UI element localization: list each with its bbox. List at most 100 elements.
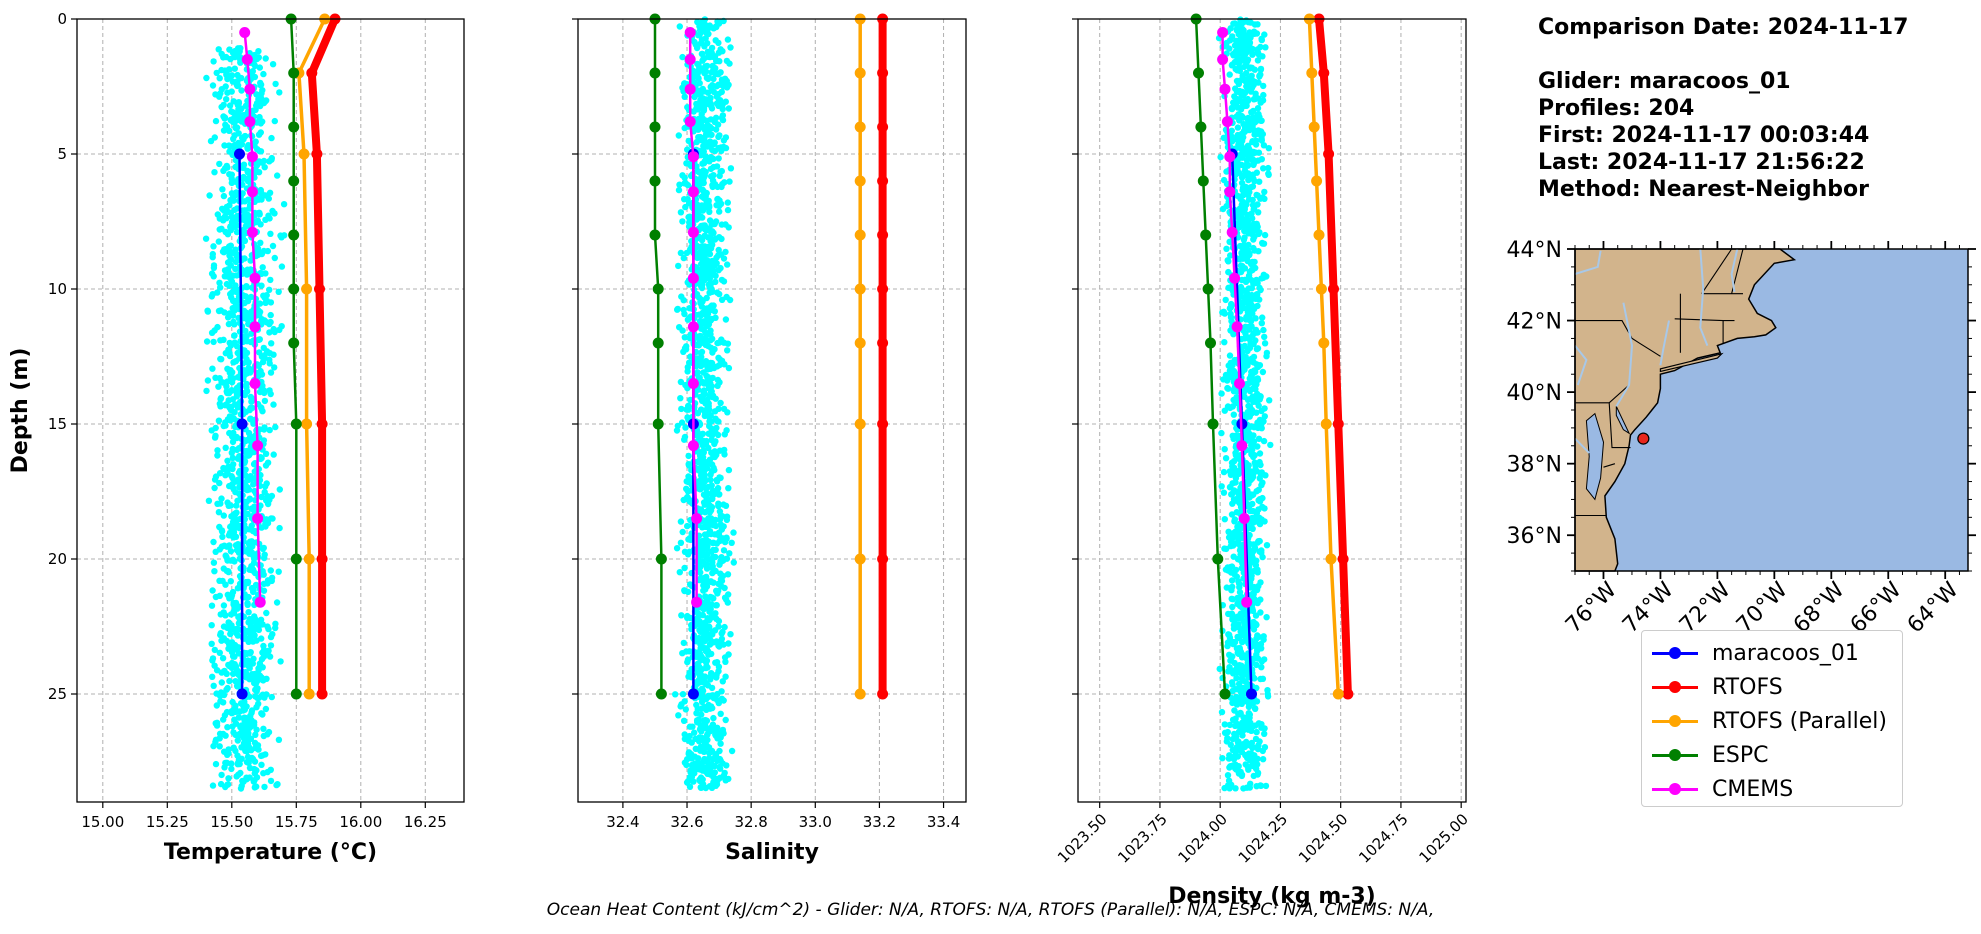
scatter-point — [710, 714, 717, 722]
scatter-point — [1251, 383, 1259, 390]
scatter-point — [223, 383, 230, 390]
scatter-point — [225, 645, 232, 652]
scatter-point — [262, 516, 269, 524]
series-point-rtofs_parallel — [1308, 121, 1320, 133]
scatter-point — [699, 430, 706, 437]
scatter-point — [1238, 20, 1246, 27]
scatter-point — [718, 235, 725, 243]
axes-frame — [76, 18, 465, 803]
scatter-point — [1253, 621, 1260, 629]
scatter-point — [712, 522, 720, 530]
scatter-point — [680, 639, 687, 647]
scatter-point — [1231, 571, 1238, 578]
series-point-rtofs — [877, 418, 889, 430]
scatter-point — [705, 321, 713, 328]
scatter-point — [707, 344, 715, 351]
scatter-point — [226, 429, 233, 437]
scatter-point — [267, 777, 275, 785]
scatter-point — [244, 657, 252, 664]
scatter-point — [253, 726, 260, 733]
scatter-point — [1218, 390, 1225, 397]
scatter-point — [1238, 252, 1246, 260]
scatter-point — [713, 727, 720, 734]
scatter-point — [719, 726, 727, 734]
scatter-point — [704, 376, 711, 383]
series-line-rtofs_parallel — [1307, 18, 1341, 695]
scatter-point — [209, 657, 216, 664]
scatter-point — [705, 275, 713, 282]
scatter-point — [222, 612, 229, 619]
scatter-point — [1239, 348, 1246, 355]
scatter-point — [254, 742, 262, 749]
scatter-point — [724, 409, 731, 416]
series-point-espc — [288, 229, 300, 241]
scatter-point — [217, 90, 224, 97]
scatter-point — [223, 68, 230, 76]
scatter-point — [712, 782, 719, 789]
scatter-point — [1226, 764, 1233, 771]
scatter-point — [1233, 95, 1240, 103]
scatter-point — [276, 89, 283, 96]
scatter-point — [258, 316, 265, 323]
scatter-point — [702, 493, 710, 500]
legend-label: CMEMS — [1712, 776, 1794, 802]
scatter-point — [1260, 142, 1268, 149]
series-point-rtofs — [316, 688, 328, 700]
scatter-point — [1219, 755, 1226, 762]
scatter-point — [261, 294, 268, 301]
scatter-point — [1231, 730, 1238, 738]
river — [1730, 248, 1739, 293]
series-point-rtofs — [306, 67, 318, 79]
scatter-point — [712, 65, 719, 72]
scatter-point — [259, 711, 266, 718]
scatter-point — [261, 783, 268, 791]
scatter-point — [700, 748, 708, 755]
scatter-point — [259, 568, 266, 575]
scatter-point — [227, 502, 234, 509]
series-point-espc — [288, 283, 300, 295]
scatter-point — [234, 516, 241, 524]
scatter-point — [714, 690, 721, 698]
x-tick-label: 1024.50 — [1295, 810, 1352, 867]
scatter-point — [205, 497, 213, 504]
scatter-point — [707, 476, 714, 483]
scatter-point — [275, 288, 282, 295]
scatter-point — [264, 768, 271, 776]
scatter-point — [725, 640, 732, 647]
map-lat-label: 36°N — [1507, 524, 1562, 549]
scatter-point — [1247, 297, 1254, 304]
scatter-point — [696, 80, 703, 87]
scatter-point — [248, 671, 256, 678]
scatter-point — [1229, 699, 1236, 707]
scatter-point — [711, 140, 718, 148]
scatter-point — [1261, 333, 1268, 341]
scatter-point — [686, 548, 693, 555]
series-point-cmems — [244, 116, 256, 128]
scatter-point — [222, 581, 229, 588]
scatter-point — [707, 359, 714, 367]
series-point-cmems — [1224, 151, 1236, 163]
legend-swatch — [1652, 638, 1698, 668]
scatter-point — [1249, 77, 1256, 84]
series-point-espc — [290, 418, 302, 430]
scatter-point — [267, 276, 274, 284]
scatter-point — [709, 241, 716, 248]
series-point-cmems — [244, 83, 256, 95]
series-point-espc — [1197, 175, 1209, 187]
scatter-point — [276, 524, 283, 532]
y-tick-label: 0 — [57, 10, 67, 28]
scatter-point — [256, 209, 263, 216]
scatter-point — [704, 48, 712, 55]
scatter-point — [232, 285, 239, 292]
scatter-point — [218, 771, 225, 779]
scatter-point — [715, 155, 722, 162]
scatter-point — [1229, 735, 1237, 743]
scatter-point — [1225, 777, 1233, 784]
scatter-point — [235, 650, 242, 657]
scatter-point — [259, 264, 266, 271]
scatter-point — [216, 730, 224, 737]
scatter-point — [1265, 164, 1272, 172]
scatter-point — [260, 580, 268, 587]
scatter-point — [722, 134, 730, 141]
